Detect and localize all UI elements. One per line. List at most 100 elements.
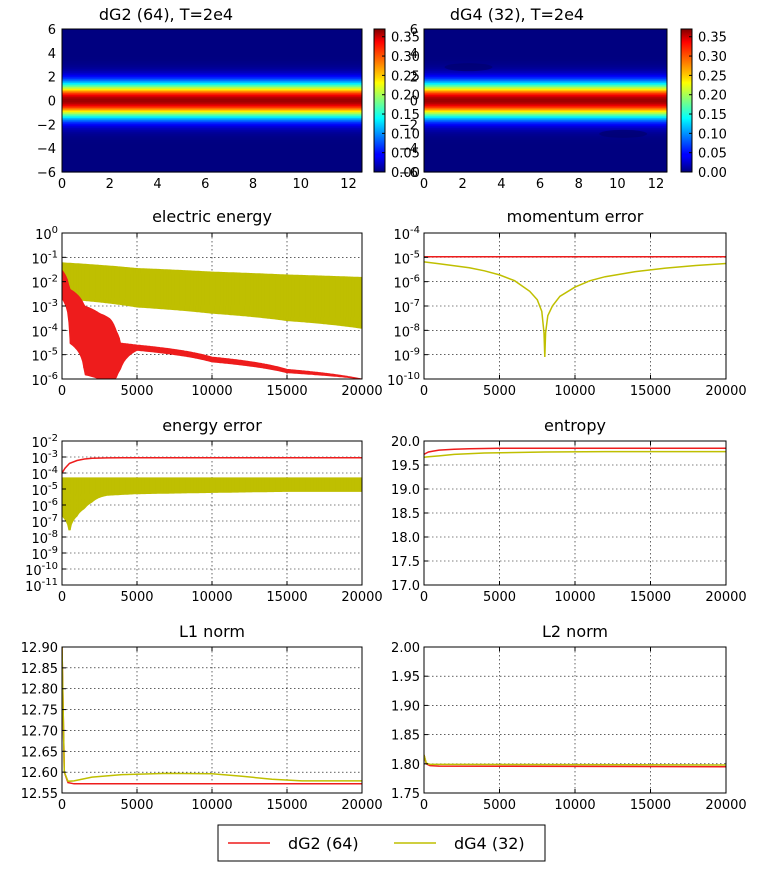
heatmap-vortex (444, 63, 493, 72)
heatmap-row (424, 92, 667, 96)
l2-norm-title: L2 norm (542, 622, 608, 641)
heatmap-row (62, 62, 362, 66)
y-tick-label: 10-1 (31, 249, 58, 267)
y-tick-label: 10-9 (31, 545, 58, 563)
heatmap-row (62, 116, 362, 119)
x-tick-label: 20000 (341, 798, 382, 813)
y-tick-label: 2 (410, 71, 418, 86)
series-layer (62, 456, 362, 531)
heatmap-row (424, 42, 667, 46)
x-tick-label: 0 (58, 798, 66, 813)
heatmap-row (424, 140, 667, 143)
heatmap-row (424, 46, 667, 50)
series-oscillation (62, 262, 362, 329)
y-tick-label: 18.5 (391, 507, 420, 522)
heatmap-frame (423, 28, 668, 173)
heatmap-row (62, 154, 362, 157)
x-tick-label: 4 (153, 177, 161, 192)
heatmap-row (424, 60, 667, 64)
heatmap-row (424, 40, 667, 44)
x-tick-label: 5000 (483, 384, 516, 399)
heatmap-row (62, 34, 362, 38)
heatmap-row (424, 110, 667, 114)
y-tick-label: 12.60 (21, 766, 58, 781)
heatmap-row (62, 130, 362, 133)
heatmap-row (424, 102, 667, 106)
heatmap-row (62, 29, 362, 32)
heatmap-row (424, 132, 667, 135)
electric-energy-title: electric energy (152, 207, 272, 226)
heatmap-row (424, 38, 667, 42)
x-tick-label: 15000 (630, 590, 671, 605)
heatmap-row (424, 136, 667, 139)
y-tick-label: 2.00 (391, 641, 420, 656)
heatmap-row (424, 44, 667, 48)
y-tick-label: 10-2 (31, 433, 58, 451)
heatmap-vortex (599, 129, 648, 138)
heatmap-row (62, 122, 362, 125)
y-tick-label: 10-6 (393, 274, 420, 292)
heatmap-dg4-colorbar: 0.35 0.30 0.25 0.20 0.15 0.10 0.05 0.00 (680, 28, 727, 181)
heatmap-row (424, 134, 667, 137)
heatmap-frame (61, 28, 363, 173)
y-tick-label: 12.65 (21, 745, 58, 760)
grid (423, 440, 727, 586)
y-tick-label: 1.95 (391, 670, 420, 685)
series-layer (62, 262, 362, 379)
x-tick-label: 0 (420, 384, 428, 399)
y-tick-label: 100 (35, 225, 58, 243)
x-tick-label: 20000 (705, 384, 746, 399)
legend: dG2 (64) dG4 (32) (217, 824, 546, 862)
y-tick-label: 10-6 (31, 497, 58, 515)
heatmap-row (62, 136, 362, 139)
y-tick-label: 10-10 (25, 561, 58, 579)
heatmap-row (424, 122, 667, 125)
colorbar-tick-label: 0.00 (698, 166, 727, 181)
heatmap-row (424, 114, 667, 117)
heatmap-row (62, 84, 362, 88)
y-tick-label: 10-5 (31, 347, 58, 365)
colorbar-tick-label: 0.05 (391, 147, 420, 162)
x-tick-label: 15000 (266, 798, 307, 813)
heatmap-dg4: dG4 (32), T=2e4 0 2 4 6 8 10 12 6 4 2 0 −2 −4 −6 0.35… (399, 5, 727, 192)
heatmap-row (424, 88, 667, 92)
colorbar-tick-label: 0.15 (391, 108, 420, 123)
colorbar-gradient (680, 28, 693, 173)
y-tick-label: 6 (48, 23, 56, 38)
y-tick-label: 4 (410, 47, 418, 62)
series-line-dg2-64- (424, 447, 726, 456)
heatmap-row (62, 40, 362, 44)
y-tick-label: 12.70 (21, 724, 58, 739)
heatmap-row (424, 126, 667, 129)
heatmap-row (62, 30, 362, 34)
y-tick-label: 10-8 (393, 322, 420, 340)
x-tick-label: 15000 (266, 590, 307, 605)
heatmap-row (424, 108, 667, 112)
y-tick-label: 1.80 (391, 758, 420, 773)
heatmap-row (62, 124, 362, 127)
heatmap-dg4-plot (423, 28, 668, 173)
y-tick-label: 10-5 (31, 481, 58, 499)
heatmap-row (62, 44, 362, 48)
y-tick-label: 12.90 (21, 641, 58, 656)
y-tick-label: 1.90 (391, 699, 420, 714)
heatmap-row (424, 48, 667, 52)
heatmap-row (62, 60, 362, 64)
heatmap-row (62, 88, 362, 92)
heatmap-row (62, 160, 362, 163)
heatmap-row (62, 72, 362, 76)
heatmap-row (424, 128, 667, 131)
y-tick-label: −6 (37, 166, 56, 181)
x-tick-label: 6 (536, 177, 544, 192)
heatmap-row (62, 82, 362, 86)
legend-box (217, 824, 546, 862)
heatmap-row (424, 100, 667, 104)
x-tick-label: 10000 (191, 384, 232, 399)
x-tick-label: 20000 (341, 384, 382, 399)
heatmap-row (424, 130, 667, 133)
heatmap-row (424, 144, 667, 147)
entropy-chart: entropy 0 5000 10000 15000 20000 20.0 19.5 19.0… (391, 416, 747, 605)
heatmap-dg2-title: dG2 (64), T=2e4 (99, 5, 233, 24)
colorbar-tick-label: 0.30 (698, 50, 727, 65)
x-tick-label: 0 (420, 590, 428, 605)
